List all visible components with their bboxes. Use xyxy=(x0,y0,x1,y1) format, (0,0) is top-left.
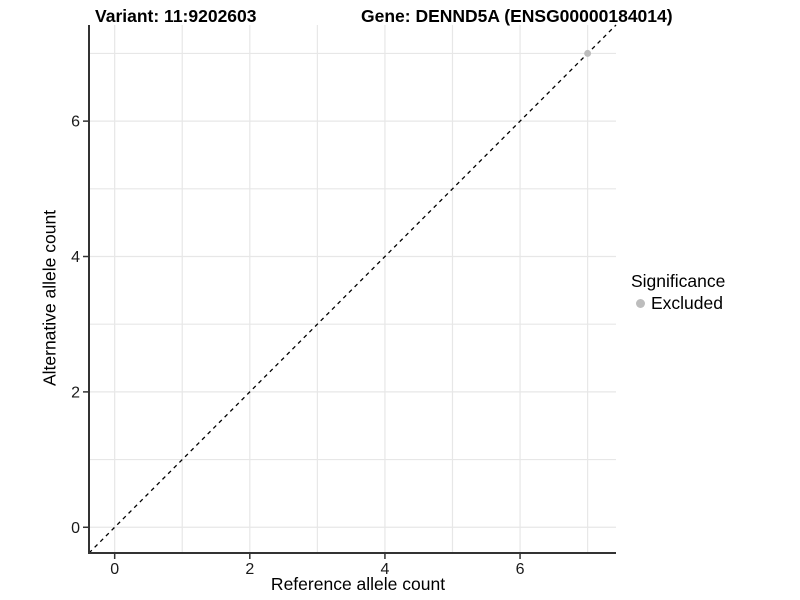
legend-item-excluded: Excluded xyxy=(631,293,725,314)
plot-title-variant: Variant: 11:9202603 xyxy=(95,6,257,26)
x-tick-label-6: 6 xyxy=(516,561,525,578)
x-tick-label-2: 2 xyxy=(245,561,254,578)
y-tick-label-6: 6 xyxy=(71,114,80,131)
x-tick-label-0: 0 xyxy=(110,561,119,578)
y-tick-label-2: 2 xyxy=(71,384,80,401)
y-tick-label-4: 4 xyxy=(71,249,80,266)
x-axis-title: Reference allele count xyxy=(270,574,446,594)
identity-dashed-line xyxy=(88,24,617,554)
legend-title: Significance xyxy=(631,271,726,291)
data-point-excluded-7-7 xyxy=(584,49,592,57)
excluded-point-icon xyxy=(636,299,645,308)
plot-title-gene: Gene: DENND5A (ENSG00000184014) xyxy=(361,6,673,26)
y-tick-label-0: 0 xyxy=(71,520,80,537)
legend-item-label: Excluded xyxy=(651,293,723,313)
legend: Significance Excluded xyxy=(631,271,725,314)
x-tick-label-4: 4 xyxy=(380,561,389,578)
